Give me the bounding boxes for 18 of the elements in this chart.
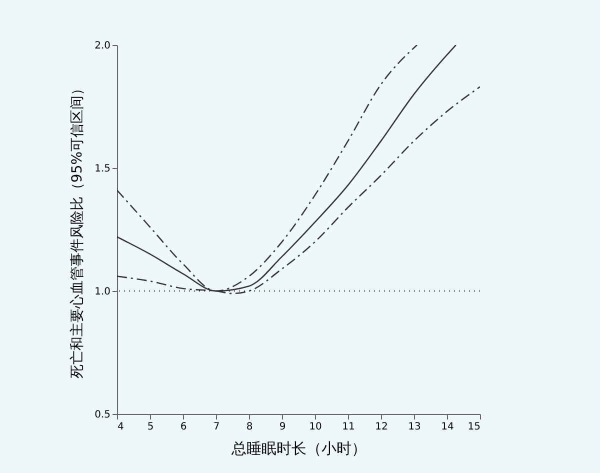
- y-tick-label: 2.0: [94, 40, 110, 52]
- y-axis-title: 死亡和主要心血管事件风险比（95%可信区间）: [70, 81, 86, 379]
- x-tick-label: 10: [309, 422, 322, 432]
- x-axis-title: 总睡眠时长（小时）: [230, 440, 366, 458]
- x-tick-label: 6: [180, 422, 187, 432]
- x-tick-label: 15: [468, 422, 480, 432]
- x-tick-label: 5: [147, 422, 154, 432]
- x-tick-label: 9: [279, 422, 286, 432]
- x-tick-label: 8: [246, 422, 253, 432]
- y-tick-label: 1.5: [94, 164, 110, 174]
- x-tick-label: 7: [213, 422, 220, 432]
- x-tick-label: 14: [441, 422, 454, 432]
- x-tick-label: 4: [118, 422, 124, 432]
- x-tick-label: 13: [408, 422, 421, 432]
- x-tick-label: 12: [375, 422, 388, 432]
- y-tick-label: 0.5: [94, 410, 110, 420]
- y-tick-label: 1.0: [94, 286, 110, 298]
- x-tick-label: 11: [342, 422, 355, 432]
